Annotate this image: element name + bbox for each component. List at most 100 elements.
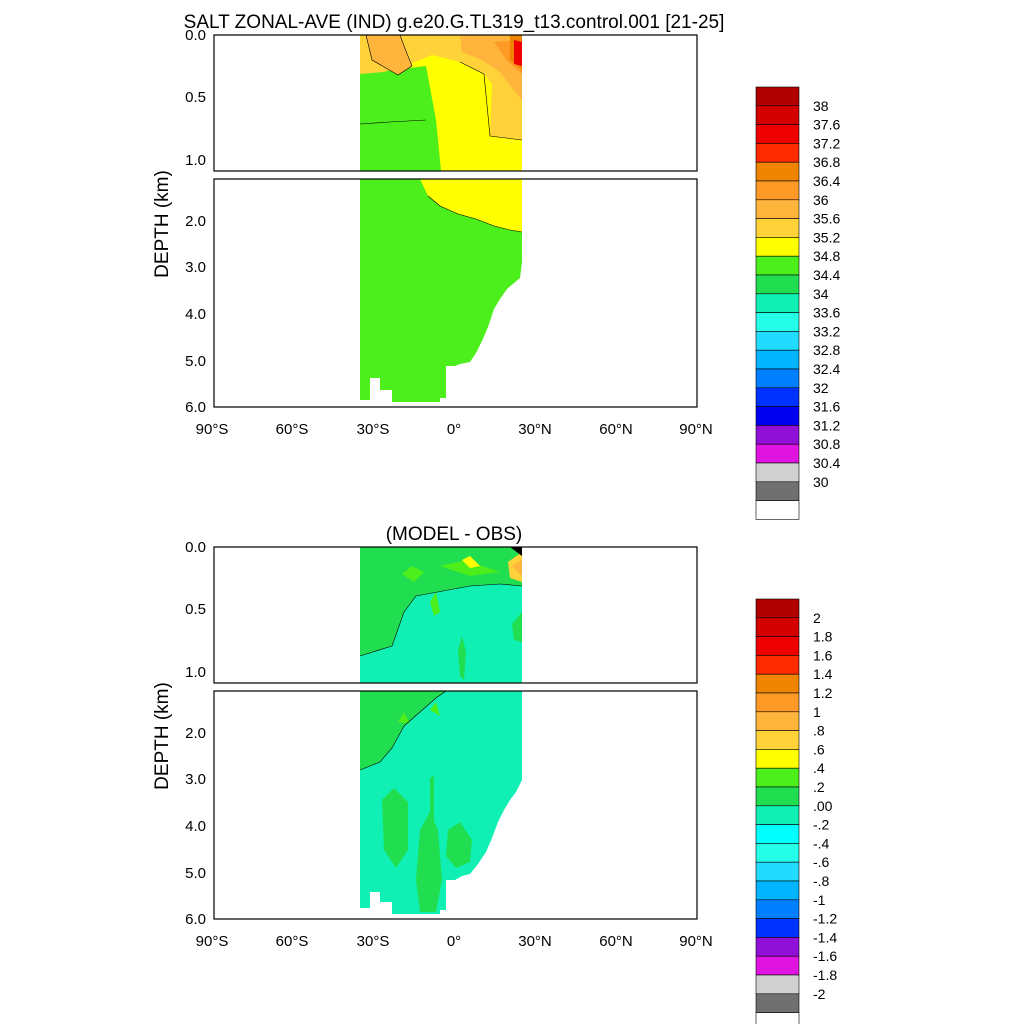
colorbar-swatch: [755, 124, 800, 144]
colorbar-label: 37.6: [813, 117, 840, 133]
y-tick-labels: 0.0 0.5 1.0 2.0 3.0 4.0 5.0 6.0: [185, 27, 206, 416]
colorbar-label: .8: [813, 723, 825, 739]
difference-field-lower: [359, 690, 522, 914]
colorbar-label: 2: [813, 610, 821, 626]
colorbar-label: 34.4: [813, 267, 840, 283]
colorbar-swatch: [755, 180, 800, 201]
colorbar-label: 31.2: [813, 417, 840, 433]
salinity-field-lower: [360, 179, 523, 402]
colorbar-label: -.4: [813, 835, 830, 851]
colorbar-swatch: [755, 274, 800, 295]
colorbar-swatch: [755, 937, 800, 957]
y-tick-label: 0.5: [185, 601, 206, 618]
y-tick-label: 5.0: [185, 353, 206, 370]
y-tick-label: 4.0: [185, 818, 206, 835]
y-axis-label: DEPTH (km): [152, 170, 173, 278]
colorbar-swatch: [755, 636, 800, 656]
x-tick-label: 30°N: [518, 933, 552, 950]
x-tick-label: 60°S: [276, 933, 309, 950]
lower-plot-frame: [213, 690, 698, 920]
colorbar-swatch: [755, 199, 800, 219]
colorbar-swatch: [755, 880, 800, 901]
colorbar-label: 32: [813, 380, 829, 396]
upper-plot-frame: [213, 546, 698, 684]
y-tick-label: 0.0: [185, 27, 206, 44]
colorbar-swatch: [755, 143, 800, 163]
colorbar-swatch: [755, 617, 800, 637]
colorbar-label: -1.6: [813, 948, 837, 964]
colorbar-label: 1.2: [813, 685, 833, 701]
colorbar-label: 34.8: [813, 248, 840, 264]
x-tick-label: 60°S: [276, 421, 309, 438]
colorbar-swatch: [755, 598, 800, 619]
colorbar-swatch: [755, 730, 800, 750]
colorbar-label: -1.2: [813, 911, 837, 927]
colorbar-swatch: [755, 974, 800, 995]
salinity-panel: SALT ZONAL-AVE (IND) g.e20.G.TL319_t13.c…: [152, 12, 840, 520]
y-axis-label: DEPTH (km): [152, 682, 173, 790]
colorbar-label: 37.2: [813, 135, 840, 151]
colorbar-label: 32.8: [813, 342, 840, 358]
colorbar-swatch: [755, 843, 800, 863]
y-tick-label: 0.5: [185, 89, 206, 106]
colorbar-label: -1.4: [813, 929, 837, 945]
y-tick-label: 1.0: [185, 152, 206, 169]
colorbar-label: 1: [813, 704, 821, 720]
salinity-field-upper: [359, 34, 523, 171]
colorbar-swatch: [755, 161, 800, 182]
x-tick-label: 30°N: [518, 421, 552, 438]
colorbar-swatch: [755, 711, 800, 731]
panel-title: SALT ZONAL-AVE (IND) g.e20.G.TL319_t13.c…: [184, 12, 725, 33]
colorbar-label: -1: [813, 892, 826, 908]
difference-panel: (MODEL - OBS) DEPTH (km): [152, 524, 837, 1024]
colorbar-swatch: [755, 673, 800, 694]
colorbar-swatch: [755, 331, 800, 351]
colorbar-label: -1.8: [813, 967, 837, 983]
colorbar-label: 34: [813, 286, 829, 302]
colorbar-swatch: [755, 237, 800, 257]
colorbar-label: .6: [813, 741, 825, 757]
colorbar-swatch: [755, 255, 800, 276]
colorbar-label: 30.4: [813, 455, 840, 471]
colorbar-swatch: [755, 767, 800, 788]
x-tick-label: 60°N: [599, 933, 633, 950]
colorbar-label: 1.8: [813, 629, 833, 645]
y-tick-label: 6.0: [185, 911, 206, 928]
colorbar-swatch: [755, 993, 800, 1013]
colorbar-swatch: [755, 824, 800, 844]
colorbar-swatch: [755, 805, 800, 825]
colorbar-swatch: [755, 387, 800, 407]
colorbar-swatch: [755, 425, 800, 445]
x-tick-labels: 90°S 60°S 30°S 0° 30°N 60°N 90°N: [196, 421, 713, 438]
y-tick-label: 5.0: [185, 865, 206, 882]
colorbar: [755, 86, 800, 520]
colorbar-swatch: [755, 218, 800, 238]
colorbar-swatch: [755, 443, 800, 464]
colorbar-swatch: [755, 749, 800, 769]
y-tick-label: 2.0: [185, 725, 206, 742]
colorbar-swatch: [755, 918, 800, 938]
colorbar-label: 38: [813, 98, 829, 114]
colorbar-label: 31.6: [813, 399, 840, 415]
colorbar-label: .00: [813, 798, 833, 814]
y-tick-label: 1.0: [185, 664, 206, 681]
colorbar-swatch: [755, 406, 800, 426]
y-tick-label: 4.0: [185, 306, 206, 323]
upper-plot-frame: [213, 34, 698, 172]
colorbar-swatch: [755, 692, 800, 713]
y-tick-label: 0.0: [185, 539, 206, 556]
colorbar-swatch: [755, 86, 800, 107]
x-tick-label: 90°S: [196, 421, 229, 438]
x-tick-label: 30°S: [357, 421, 390, 438]
colorbar-swatch: [755, 349, 800, 370]
colorbar-label: 35.2: [813, 229, 840, 245]
colorbar-label: 1.6: [813, 647, 833, 663]
colorbar-labels: 38 37.6 37.2 36.8 36.4 36 35.6 35.2 34.8 34.4 34 33…: [813, 98, 840, 490]
x-tick-label: 90°S: [196, 933, 229, 950]
y-tick-labels: 0.0 0.5 1.0 2.0 3.0 4.0 5.0 6.0: [185, 539, 206, 928]
colorbar-label: 33.2: [813, 323, 840, 339]
colorbar-swatch: [755, 105, 800, 125]
colorbar-swatch: [755, 481, 800, 501]
colorbar-label: 30: [813, 474, 829, 490]
